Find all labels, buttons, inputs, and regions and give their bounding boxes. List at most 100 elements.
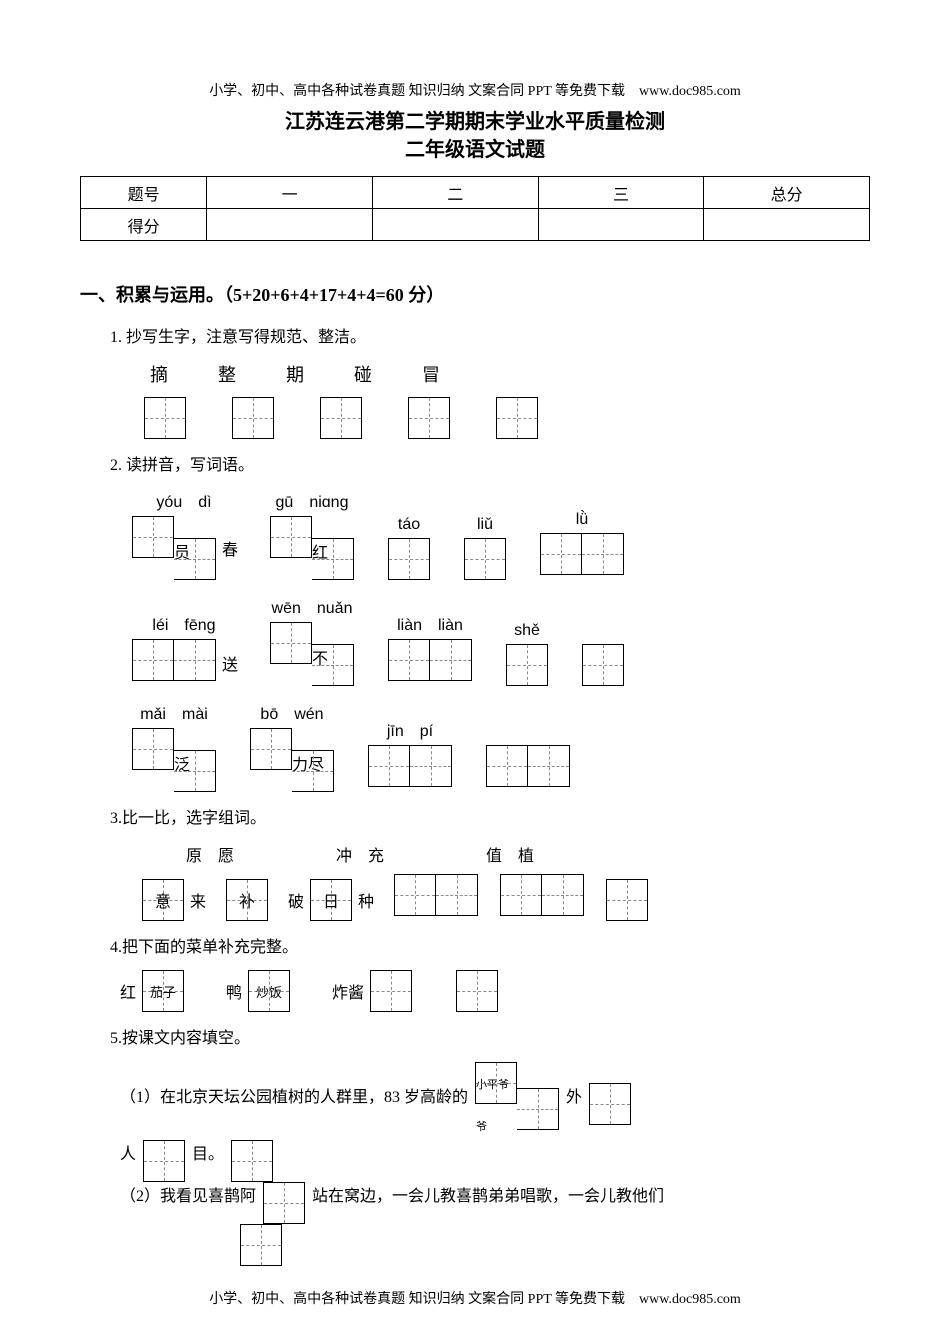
pinyin-unit: yóu dì 员 春 <box>130 488 238 580</box>
score-table: 题号 一 二 三 总分 得分 <box>80 176 870 241</box>
pinyin: yóu dì <box>156 488 211 512</box>
q4-prompt: 4.把下面的菜单补充完整。 <box>110 935 870 961</box>
text: 站在窝边，一会儿教喜鹊弟弟唱歌，一会儿教他们 <box>312 1188 664 1205</box>
section-heading: 一、积累与运用。（5+20+6+4+17+4+4=60 分） <box>80 281 870 307</box>
pinyin-unit: léi fēng 送 <box>130 611 238 686</box>
writing-box <box>464 538 506 580</box>
item: 炸酱 <box>332 970 414 1012</box>
row-label: 得分 <box>81 209 207 241</box>
writing-box: 员 <box>132 516 216 580</box>
text: （1）在北京天坛公园植树的人群里，83 岁高龄的 <box>120 1089 468 1106</box>
writing-box <box>368 745 452 792</box>
th: 三 <box>538 177 704 209</box>
pinyin-unit: shě <box>504 622 550 686</box>
q3-items: 意 来 补 破 日 种 <box>140 874 870 921</box>
text: 破 <box>288 888 304 912</box>
q1-prompt: 1. 抄写生字，注意写得规范、整洁。 <box>110 325 870 351</box>
pinyin: táo <box>398 516 420 534</box>
writing-box <box>408 397 450 439</box>
pinyin-unit: wēn nuǎn 不 <box>268 594 356 686</box>
pinyin-unit: jīn pí <box>366 717 454 792</box>
pinyin: gū niɑng <box>276 488 349 512</box>
pinyin: shě <box>514 622 540 640</box>
writing-box: 红 <box>270 516 354 580</box>
pinyin: liǔ <box>477 516 493 534</box>
item: 鸭 炒饭 <box>226 970 292 1012</box>
writing-box: 日 <box>310 879 352 921</box>
writing-box <box>500 874 584 921</box>
item: 意 来 <box>140 879 206 921</box>
title-line-1: 江苏连云港第二学期期末学业水平质量检测 <box>80 108 870 136</box>
char: 冒 <box>422 361 440 387</box>
writing-box <box>143 1140 185 1182</box>
writing-box <box>456 970 498 1012</box>
table-row: 得分 <box>81 209 870 241</box>
text: （2）我看见喜鹊阿 <box>120 1188 256 1205</box>
text: 红 <box>120 979 136 1003</box>
th: 总分 <box>704 177 870 209</box>
text: 春 <box>222 536 238 560</box>
pair: 原 愿 <box>150 842 270 866</box>
writing-box <box>320 397 362 439</box>
q4-items: 红 茄子 鸭 炒饭 炸酱 <box>120 970 870 1012</box>
text: 炸酱 <box>332 979 364 1003</box>
writing-box: 补 <box>226 879 268 921</box>
th: 一 <box>207 177 373 209</box>
writing-box <box>144 397 186 439</box>
q2-row2: léi fēng 送 wēn nuǎn 不 liàn liàn shě <box>130 594 870 686</box>
writing-box <box>540 533 624 580</box>
cell <box>538 209 704 241</box>
pinyin <box>526 723 530 741</box>
writing-box <box>388 538 430 580</box>
text: 人 <box>120 1146 136 1163</box>
writing-box <box>370 970 412 1012</box>
q5-body: （1）在北京天坛公园植树的人群里，83 岁高龄的 小平爷爷 外 人 目。 （2）… <box>120 1062 870 1259</box>
title-line-2: 二年级语文试题 <box>80 136 870 164</box>
q2-prompt: 2. 读拼音，写词语。 <box>110 453 870 479</box>
header-note: 小学、初中、高中各种试卷真题 知识归纳 文案合同 PPT 等免费下载 www.d… <box>80 80 870 100</box>
th: 二 <box>372 177 538 209</box>
pinyin-unit <box>580 622 626 686</box>
writing-box <box>582 644 624 686</box>
writing-box <box>506 644 548 686</box>
writing-box <box>589 1083 631 1125</box>
char: 期 <box>286 361 304 387</box>
pair: 冲 充 <box>300 842 420 866</box>
q2-row3: mǎi mài 泛 bō wén 力尽 jīn pí <box>130 700 870 792</box>
writing-box <box>232 397 274 439</box>
writing-box: 茄子 <box>142 970 184 1012</box>
pinyin-unit: gū niɑng 红 <box>268 488 356 580</box>
item: 红 茄子 <box>120 970 186 1012</box>
pair: 值 植 <box>450 842 570 866</box>
pinyin-unit: bō wén 力尽 <box>248 700 336 792</box>
q3-prompt: 3.比一比，选字组词。 <box>110 806 870 832</box>
text: 目。 <box>192 1146 224 1163</box>
writing-box: 不 <box>270 622 354 686</box>
writing-box <box>394 874 478 921</box>
pinyin: bō wén <box>260 700 323 724</box>
writing-box: 力尽 <box>250 728 334 792</box>
writing-box <box>132 639 216 686</box>
item: 补 <box>224 879 270 921</box>
writing-box: 意 <box>142 879 184 921</box>
pinyin: lǜ <box>576 511 588 529</box>
page-title: 江苏连云港第二学期期末学业水平质量检测 二年级语文试题 <box>80 108 870 164</box>
writing-box <box>263 1182 305 1224</box>
pinyin-unit: liàn liàn <box>386 611 474 686</box>
pinyin <box>601 622 605 640</box>
text: 外 <box>566 1089 582 1106</box>
footer-note: 小学、初中、高中各种试卷真题 知识归纳 文案合同 PPT 等免费下载 www.d… <box>0 1288 950 1308</box>
writing-box: 小平爷爷 <box>475 1062 559 1146</box>
q5-prompt: 5.按课文内容填空。 <box>110 1026 870 1052</box>
text: 来 <box>190 888 206 912</box>
text: 种 <box>358 888 374 912</box>
char: 摘 <box>150 361 168 387</box>
pinyin: wēn nuǎn <box>272 594 353 618</box>
pinyin: liàn liàn <box>397 611 463 635</box>
cell <box>704 209 870 241</box>
pinyin-unit <box>484 723 572 792</box>
q2-row1: yóu dì 员 春 gū niɑng 红 táo liǔ lǜ <box>130 488 870 580</box>
q1-chars: 摘 整 期 碰 冒 <box>150 361 870 387</box>
pinyin: mǎi mài <box>140 700 208 724</box>
pinyin-unit: mǎi mài 泛 <box>130 700 218 792</box>
